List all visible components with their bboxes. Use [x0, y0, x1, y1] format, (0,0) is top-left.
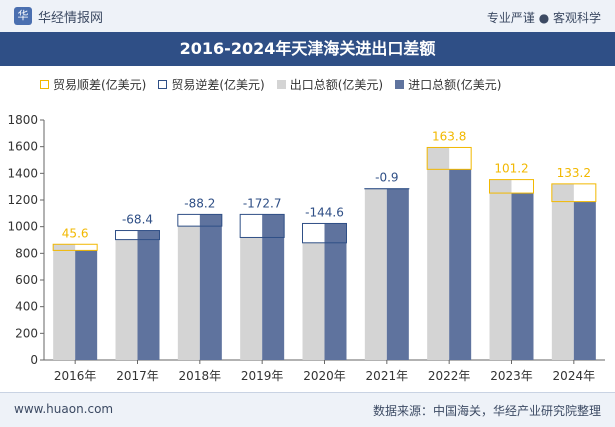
- legend-item-export: 出口总额(亿美元): [276, 76, 384, 93]
- footer-divider: [0, 392, 615, 393]
- legend-label-surplus: 贸易顺差(亿美元): [53, 77, 147, 92]
- footer-source: 数据来源：中国海关，华经产业研究院整理: [372, 404, 601, 418]
- y-tick-label: 0: [30, 353, 38, 367]
- x-tick-label: 2023年: [490, 369, 533, 383]
- legend-swatch-import: [395, 79, 405, 89]
- bar-export: [240, 237, 263, 360]
- balance-data-label: -68.4: [122, 213, 153, 227]
- bar-export: [551, 183, 574, 360]
- balance-data-label: -172.7: [243, 196, 282, 210]
- x-tick-label: 2020年: [303, 369, 346, 383]
- bar-import: [449, 169, 472, 360]
- x-tick-label: 2016年: [54, 369, 97, 383]
- bar-export: [489, 179, 512, 360]
- y-tick-label: 200: [15, 326, 38, 340]
- x-tick-label: 2017年: [116, 369, 159, 383]
- balance-data-label: -144.6: [305, 205, 344, 219]
- legend-item-import: 进口总额(亿美元): [395, 76, 502, 93]
- bar-import: [199, 214, 222, 360]
- x-tick-label: 2024年: [553, 369, 596, 383]
- y-tick-label: 1600: [7, 140, 38, 154]
- footer-bar: www.huaon.com 数据来源：中国海关，华经产业研究院整理: [0, 393, 615, 427]
- footer-site-link[interactable]: www.huaon.com: [14, 402, 114, 416]
- y-tick-label: 1800: [7, 113, 38, 127]
- deficit-bracket: [302, 222, 347, 244]
- bar-import: [573, 201, 596, 360]
- legend-swatch-export: [276, 79, 286, 89]
- bar-import: [262, 214, 285, 360]
- x-tick-label: 2021年: [366, 369, 409, 383]
- x-tick-label: 2022年: [428, 369, 471, 383]
- chart-title: 2016-2024年天津海关进出口差额: [179, 39, 436, 58]
- balance-data-label: 133.2: [557, 166, 591, 180]
- bar-import: [75, 250, 98, 360]
- legend-label-deficit: 贸易逆差(亿美元): [171, 77, 265, 92]
- brand-name: 华经情报网: [38, 10, 104, 26]
- legend: 贸易顺差(亿美元) 贸易逆差(亿美元) 出口总额(亿美元) 进口总额(亿美元): [40, 74, 514, 94]
- balance-data-label: -88.2: [184, 196, 215, 210]
- deficit-bracket: [239, 213, 285, 238]
- bar-import: [137, 230, 160, 360]
- brand-logo-icon: 华: [14, 7, 32, 25]
- bar-import: [386, 188, 409, 360]
- surplus-bracket: [489, 179, 534, 194]
- surplus-bracket: [52, 243, 98, 251]
- balance-data-label: 163.8: [432, 129, 466, 143]
- y-tick-label: 1000: [7, 220, 38, 234]
- bar-export: [364, 188, 387, 360]
- balance-data-label: 101.2: [494, 162, 528, 176]
- legend-swatch-surplus: [40, 79, 49, 89]
- surplus-bracket: [426, 146, 472, 170]
- tagline: 专业严谨 ● 客观科学: [486, 11, 601, 25]
- legend-item-surplus: 贸易顺差(亿美元): [40, 76, 146, 93]
- y-tick-label: 1400: [7, 166, 38, 180]
- y-tick-label: 600: [15, 273, 38, 287]
- y-tick-label: 800: [15, 246, 38, 260]
- bar-export: [115, 239, 138, 360]
- legend-item-deficit: 贸易逆差(亿美元): [158, 76, 265, 93]
- bar-export: [302, 242, 325, 360]
- legend-label-export: 出口总额(亿美元): [289, 77, 384, 92]
- balance-data-label: -0.9: [375, 171, 398, 185]
- legend-label-import: 进口总额(亿美元): [408, 77, 502, 92]
- y-tick-label: 1200: [7, 193, 38, 207]
- surplus-bracket: [551, 183, 597, 203]
- bar-import: [324, 223, 347, 360]
- y-tick-label: 400: [15, 300, 38, 314]
- x-tick-label: 2018年: [179, 369, 222, 383]
- title-bar: 2016-2024年天津海关进出口差额: [0, 32, 615, 66]
- bar-import: [511, 193, 534, 360]
- legend-swatch-deficit: [158, 79, 168, 89]
- x-tick-label: 2019年: [241, 369, 284, 383]
- brand[interactable]: 华 华经情报网: [14, 7, 104, 26]
- balance-data-label: 45.6: [62, 226, 89, 240]
- deficit-bracket: [177, 213, 223, 227]
- bar-export: [53, 244, 76, 360]
- deficit-bracket: [115, 230, 160, 241]
- bar-export: [427, 147, 450, 360]
- bar-export: [177, 226, 200, 360]
- header-bar: 华 华经情报网 专业严谨 ● 客观科学: [0, 0, 615, 32]
